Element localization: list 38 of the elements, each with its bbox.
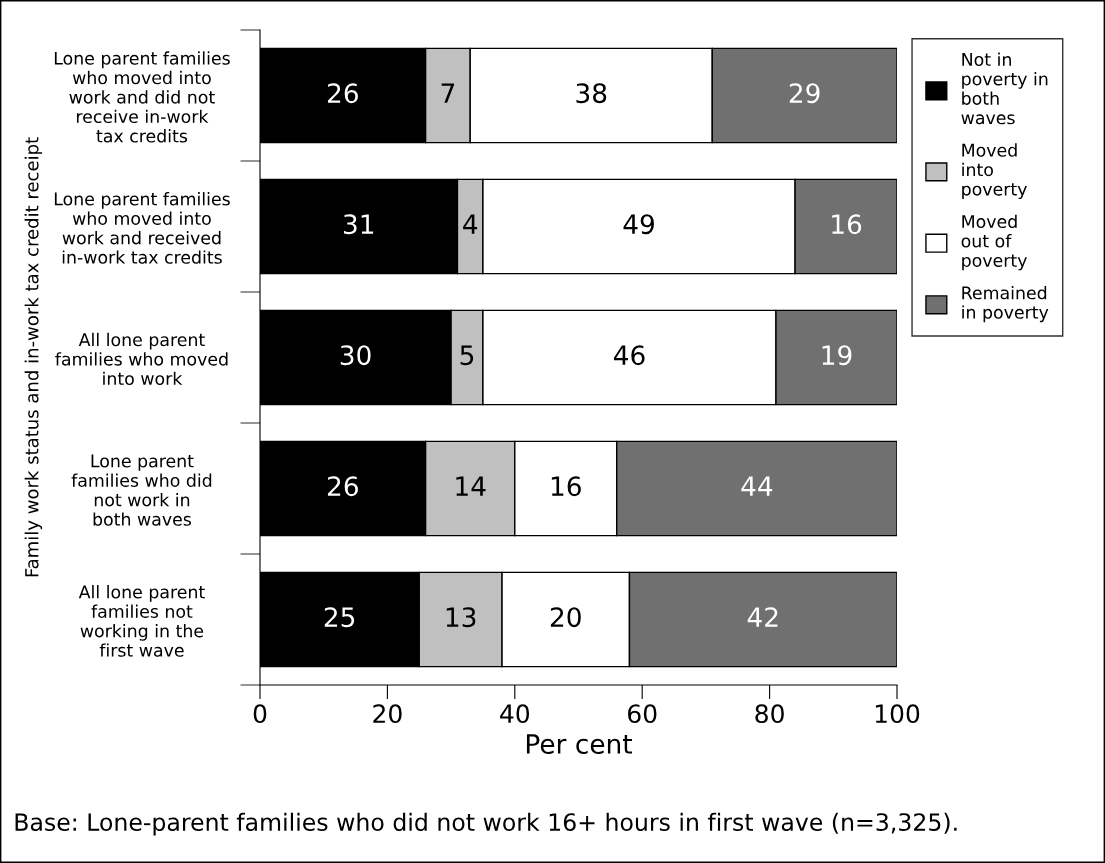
y-tick-label: Lone parent families who did not work in both waves [71, 454, 212, 526]
data-label: 38 [576, 83, 607, 104]
data-label: 16 [832, 214, 862, 235]
data-label: 31 [343, 214, 374, 235]
data-label: 42 [747, 607, 778, 627]
y-axis-title: Family work status and in-work tax credit receipt [24, 137, 43, 577]
x-tick-label: 100 [875, 704, 920, 724]
data-label: 29 [789, 83, 820, 104]
data-label: 49 [623, 214, 654, 235]
data-label: 46 [613, 345, 645, 366]
y-tick-label: Lone parent families who moved into work and received in-work tax credits [54, 192, 230, 264]
data-label: 25 [324, 607, 355, 628]
legend-label: Not in poverty in both waves [961, 52, 1048, 125]
data-label: 13 [446, 607, 476, 628]
y-tick-label: All lone parent families not working in the first wave [78, 585, 205, 657]
y-tick-label: All lone parent families who moved into work [55, 332, 228, 386]
data-label: 7 [441, 83, 455, 103]
x-tick-label: 0 [253, 704, 267, 724]
data-label: 19 [822, 345, 852, 366]
data-label: 26 [327, 83, 358, 104]
data-label: 16 [551, 476, 581, 497]
x-tick-label: 40 [500, 704, 530, 724]
x-tick-label: 20 [373, 704, 402, 724]
data-label: 5 [460, 345, 474, 366]
legend-label: Moved out of poverty [961, 214, 1027, 271]
data-label: 20 [550, 607, 581, 628]
x-tick-label: 80 [755, 704, 784, 724]
y-tick-label: Lone parent families who moved into work and did not receive in-work tax credits [54, 51, 230, 143]
data-label: 44 [741, 476, 773, 496]
data-label: 30 [340, 345, 371, 366]
data-label: 14 [456, 476, 486, 496]
text: Base: Lone-parent families who did not work 16+ hours in first wave (n=3,325). [15, 812, 957, 836]
legend-label: Remained in poverty [962, 285, 1049, 323]
x-tick-label: 60 [628, 704, 657, 724]
legend-label: Moved into poverty [962, 143, 1027, 199]
x-axis-title: Per cent [526, 734, 632, 754]
data-label: 4 [463, 214, 478, 234]
data-label: 26 [327, 476, 358, 497]
